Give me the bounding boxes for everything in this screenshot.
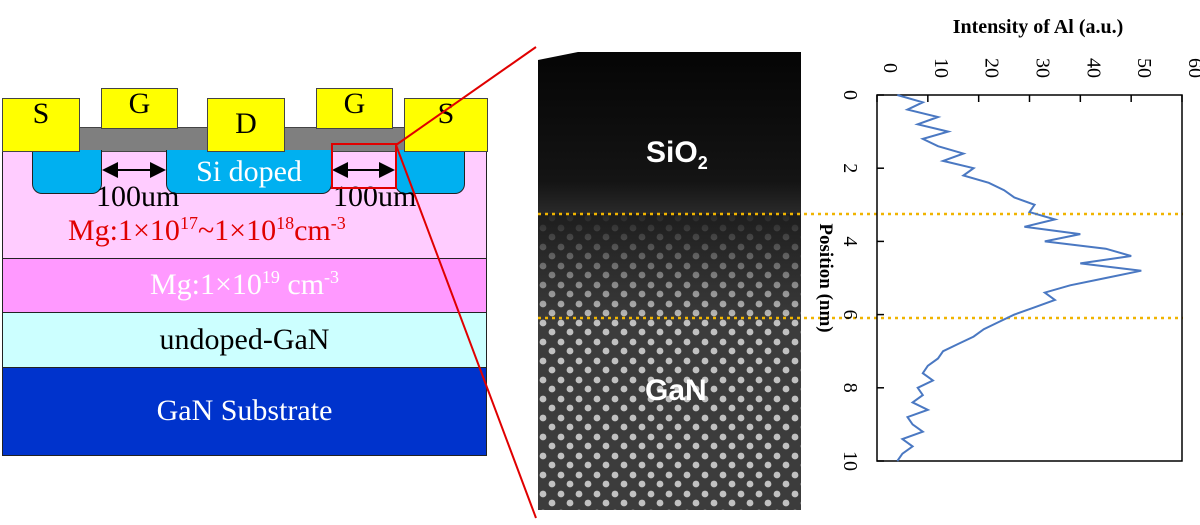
y-tick-label: 2: [839, 163, 861, 173]
y-axis-label: Position (nm): [815, 223, 836, 332]
y-tick-label: 4: [839, 236, 861, 246]
chart-title: Intensity of Al (a.u.): [953, 16, 1124, 38]
x-tick-labels: 0 10 20 30 40 50 60: [879, 58, 1200, 78]
tem-image-svg: [538, 52, 801, 510]
source-left-label: S: [32, 97, 50, 130]
spacing-label-left: 100um: [96, 180, 180, 213]
undoped-gan-layer: undoped-GaN: [2, 311, 487, 368]
si-doped-label: Si doped: [196, 154, 302, 188]
spacing-arrows: [102, 162, 395, 178]
drain-label: D: [235, 107, 257, 140]
gate-left-label: G: [128, 87, 151, 120]
tem-gan-label: GaN: [645, 374, 707, 407]
x-tick-label: 20: [981, 58, 1003, 78]
y-tick-label: 0: [839, 90, 861, 100]
drain-contact: D: [207, 98, 285, 152]
y-tick-label: 8: [839, 383, 861, 393]
x-tick-label: 50: [1133, 58, 1155, 78]
x-tick-label: 60: [1184, 58, 1200, 78]
al-intensity-line: [896, 94, 1142, 462]
gate-right-label: G: [343, 87, 366, 120]
x-tick-label: 0: [879, 63, 901, 73]
si-doped-region-left: [32, 150, 102, 194]
x-tick-label: 40: [1082, 58, 1104, 78]
y-tick-labels: 0 2 4 6 8 10: [839, 90, 861, 471]
plot-frame: [876, 94, 1183, 462]
zoom-region-box: [331, 143, 397, 189]
gan-substrate-label: GaN Substrate: [156, 394, 333, 427]
axis-ticks: [876, 94, 1183, 462]
y-tick-label: 10: [839, 451, 861, 471]
y-tick-label: 6: [839, 310, 861, 320]
gate-contact-left: G: [101, 88, 178, 129]
spacing-label-right: 100um: [333, 180, 417, 213]
gate-contact-right: G: [316, 88, 393, 129]
tem-sio2-label: SiO2: [646, 136, 708, 173]
undoped-gan-label: undoped-GaN: [159, 322, 330, 356]
x-tick-label: 30: [1032, 58, 1054, 78]
mg-heavy-layer: Mg:1×1019 cm-3: [2, 257, 487, 313]
mg-light-label: Mg:1×1017~1×1018cm-3: [68, 213, 346, 247]
tem-image: SiO2 GaN: [538, 52, 801, 510]
x-tick-label: 10: [930, 58, 952, 78]
zoom-line-top: [395, 46, 537, 146]
al-intensity-chart: Intensity of Al (a.u.) 0 10 20 30 40 50 60 0 2 4…: [815, 16, 1200, 471]
si-doped-region-center: Si doped: [166, 150, 332, 194]
mg-heavy-label: Mg:1×1019 cm-3: [149, 267, 340, 301]
zoom-line-bottom: [395, 144, 537, 519]
source-contact-left: S: [2, 98, 80, 152]
source-contact-right: S: [404, 98, 488, 152]
gan-substrate-layer: GaN Substrate: [2, 366, 487, 456]
